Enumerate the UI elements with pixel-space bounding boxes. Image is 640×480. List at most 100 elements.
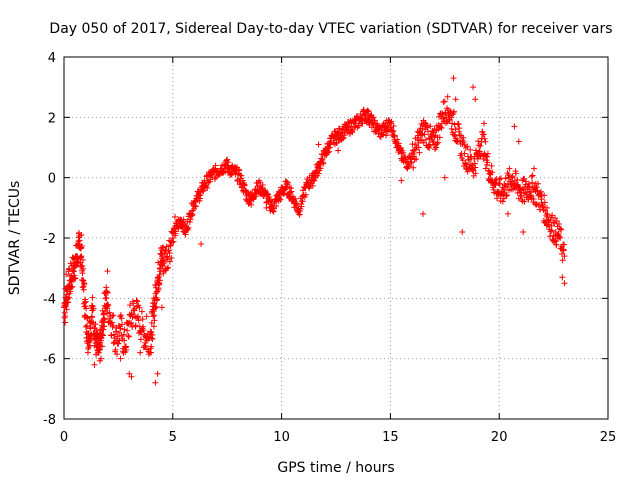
data-point — [121, 337, 128, 344]
data-point — [266, 193, 273, 200]
outlier-point — [198, 241, 205, 248]
data-point — [504, 183, 511, 190]
data-point — [241, 182, 248, 189]
data-point — [115, 340, 122, 347]
data-point — [168, 255, 175, 262]
data-point — [390, 123, 397, 130]
data-point — [560, 247, 567, 254]
data-point — [309, 182, 316, 189]
data-point — [117, 313, 124, 320]
data-point — [317, 165, 324, 172]
data-point — [139, 316, 146, 323]
x-tick-label: 20 — [491, 430, 508, 445]
outlier-point — [62, 319, 69, 326]
data-point — [100, 311, 107, 318]
data-point — [113, 351, 120, 358]
data-point — [103, 288, 110, 295]
chart-title: Day 050 of 2017, Sidereal Day-to-day VTE… — [49, 21, 612, 37]
data-point — [78, 253, 85, 260]
outlier-point — [137, 349, 144, 356]
data-point — [137, 336, 144, 343]
data-point — [424, 124, 431, 131]
data-point — [193, 203, 200, 210]
data-point — [68, 279, 75, 286]
data-point — [99, 343, 106, 350]
data-point — [444, 93, 451, 100]
data-point — [101, 316, 108, 323]
data-point — [451, 131, 458, 138]
data-point — [136, 304, 143, 311]
data-point — [185, 225, 192, 232]
data-point — [104, 289, 111, 296]
outlier-point — [511, 123, 518, 130]
data-point — [156, 280, 163, 287]
x-tick-labels: 0 5 10 15 20 25 — [60, 430, 616, 445]
data-point — [558, 226, 565, 233]
data-point — [121, 326, 128, 333]
outlier-point — [248, 201, 255, 208]
outlier-point — [152, 379, 159, 386]
data-point — [475, 142, 482, 149]
data-point — [464, 143, 471, 150]
outlier-point — [531, 165, 538, 172]
data-point — [184, 218, 191, 225]
data-point — [63, 306, 70, 313]
data-point — [448, 125, 455, 132]
data-point — [526, 183, 533, 190]
data-point — [409, 147, 416, 154]
data-point — [62, 303, 69, 310]
data-point — [133, 303, 140, 310]
data-point — [172, 228, 179, 235]
data-point — [535, 180, 542, 187]
data-point — [472, 164, 479, 171]
data-point — [200, 187, 207, 194]
data-point — [494, 195, 501, 202]
data-point — [150, 323, 157, 330]
data-points — [61, 75, 568, 386]
data-point — [448, 114, 455, 121]
data-point — [475, 138, 482, 145]
outlier-point — [441, 174, 448, 181]
data-point — [514, 176, 521, 183]
data-point — [455, 121, 462, 128]
data-point — [533, 184, 540, 191]
grid-lines — [64, 57, 608, 419]
outlier-point — [178, 222, 185, 229]
data-point — [157, 268, 164, 275]
data-point — [103, 295, 110, 302]
outlier-point — [561, 280, 568, 287]
data-point — [298, 203, 305, 210]
data-point — [62, 313, 69, 320]
data-point — [509, 173, 516, 180]
data-point — [112, 346, 119, 353]
data-point — [530, 195, 537, 202]
data-point — [166, 250, 173, 257]
outlier-point — [224, 156, 231, 163]
data-point — [238, 172, 245, 179]
data-point — [333, 140, 340, 147]
data-point — [431, 133, 438, 140]
data-point — [134, 313, 141, 320]
data-point — [466, 157, 473, 164]
data-point — [325, 149, 332, 156]
data-point — [105, 302, 112, 309]
data-point — [142, 343, 149, 350]
data-point — [544, 210, 551, 217]
data-point — [533, 201, 540, 208]
data-point — [477, 143, 484, 150]
data-point — [81, 280, 88, 287]
outlier-point — [383, 132, 390, 139]
data-point — [89, 294, 96, 301]
data-point — [349, 126, 356, 133]
data-point — [127, 302, 134, 309]
data-point — [529, 179, 536, 186]
data-point — [123, 346, 130, 353]
data-point — [492, 179, 499, 186]
data-point — [388, 118, 395, 125]
outlier-point — [544, 204, 551, 211]
data-point — [101, 323, 108, 330]
data-point — [449, 111, 456, 118]
outlier-point — [450, 75, 457, 82]
data-point — [109, 312, 116, 319]
data-point — [484, 159, 491, 166]
